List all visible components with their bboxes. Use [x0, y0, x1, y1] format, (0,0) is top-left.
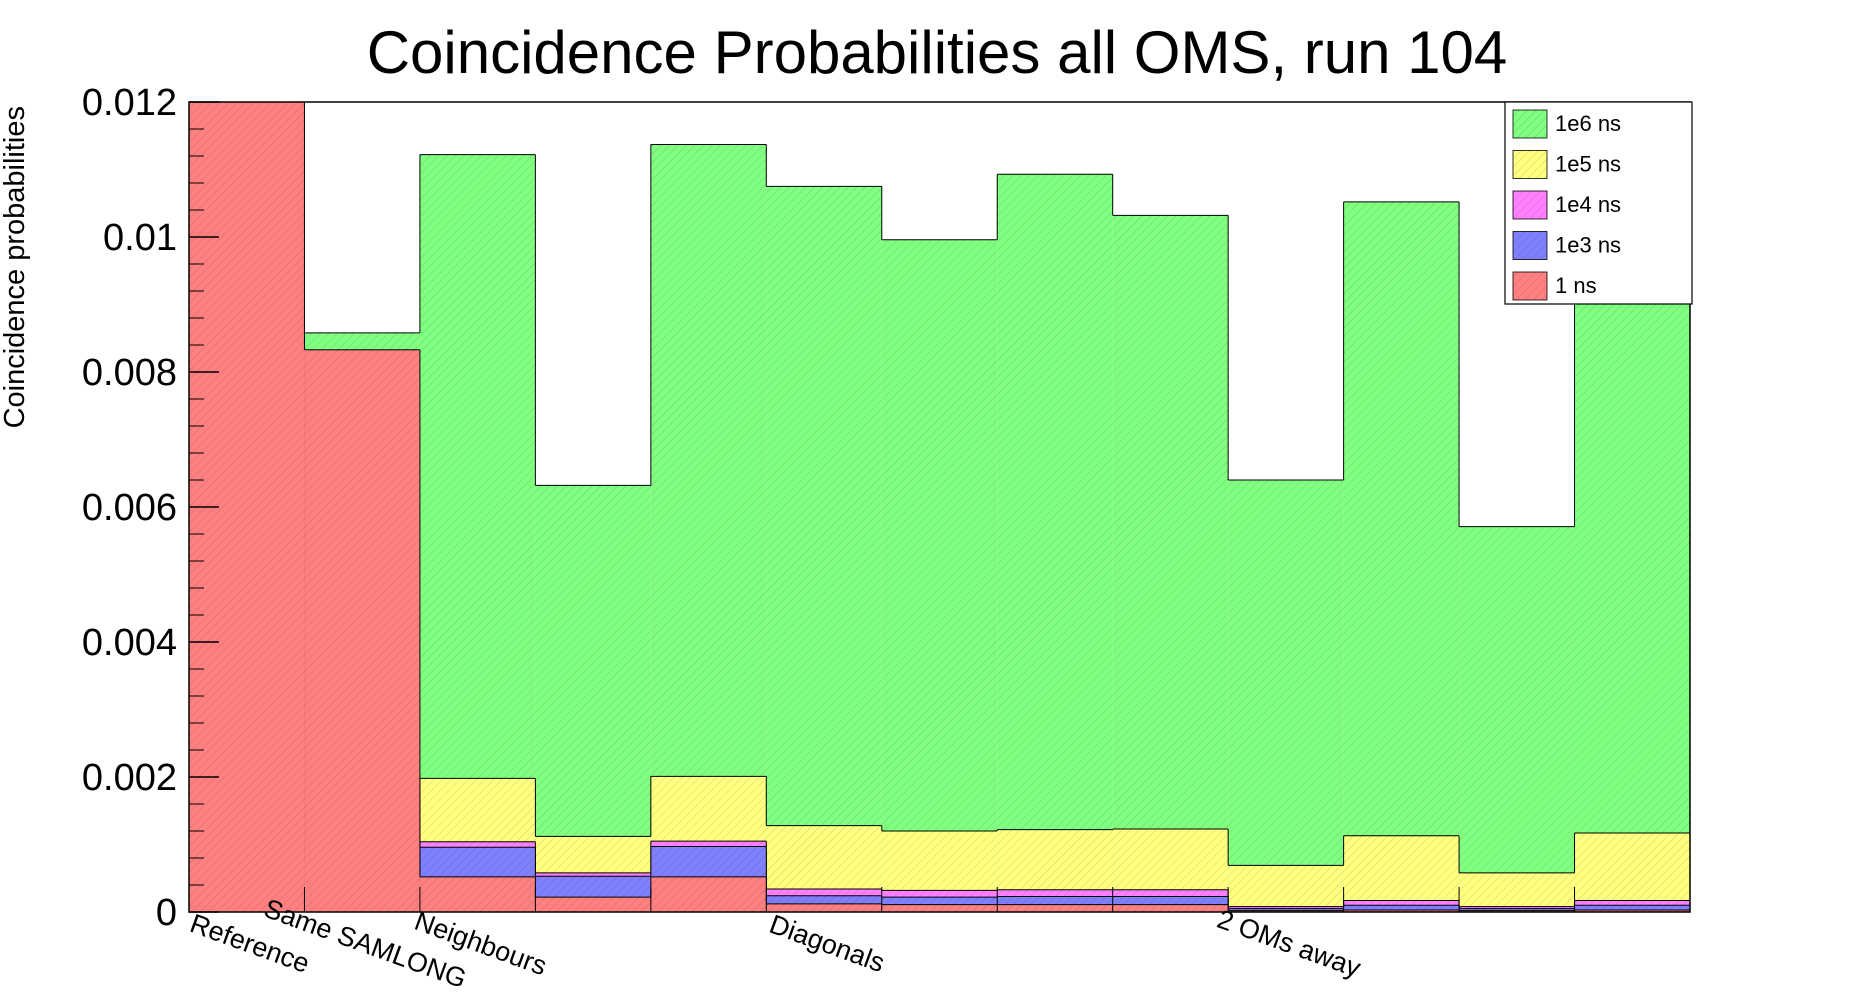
- y-tick-label: 0.002: [82, 757, 177, 799]
- bars-layer: [188, 101, 1691, 913]
- legend-swatch-hatch: [1513, 231, 1547, 260]
- legend-swatch-hatch: [1513, 150, 1547, 179]
- category-label: Diagonals: [766, 909, 889, 978]
- bar-hatch-1-ns-bin-7: [881, 904, 998, 912]
- bar-hatch-1e6-ns-bin-8: [997, 174, 1113, 913]
- bar-hatch-1e5-ns-bin-11: [1343, 835, 1460, 912]
- legend-label: 1e4 ns: [1555, 192, 1621, 217]
- y-tick-label: 0.012: [82, 82, 177, 124]
- legend-swatch-hatch: [1513, 110, 1547, 138]
- bar-hatch-1-ns-bin-5: [650, 876, 767, 912]
- bar-hatch-1-ns-bin-8: [997, 904, 1113, 912]
- bar-hatch-1e6-ns-bin-11: [1343, 201, 1460, 912]
- bar-hatch-1e5-ns-bin-12: [1459, 872, 1575, 912]
- bar-hatch-1-ns-bin-2: [304, 349, 420, 913]
- y-tick-label: 0.006: [82, 487, 177, 529]
- category-label: 2 OMs away: [1213, 904, 1365, 984]
- legend: 1e6 ns 1e5 ns 1e4 ns 1e3 ns 1 ns: [1504, 101, 1693, 305]
- y-tick-label: 0.008: [82, 352, 177, 394]
- bar-hatch-1e5-ns-bin-13: [1574, 833, 1690, 912]
- bar-hatch-1-ns-bin-13: [1574, 909, 1690, 912]
- bar-hatch-1e6-ns-bin-12: [1459, 526, 1575, 912]
- chart-title: Coincidence Probabilities all OMS, run 1…: [367, 19, 1508, 86]
- legend-label: 1e5 ns: [1555, 152, 1621, 177]
- bar-hatch-1-ns-bin-9: [1112, 904, 1229, 912]
- axes-layer: 0 0.002 0.004 0.006 0.008 0.01 0.012: [82, 82, 1691, 934]
- legend-swatch-hatch: [1513, 191, 1547, 219]
- legend-label: 1e6 ns: [1555, 111, 1621, 136]
- bar-hatch-1-ns-bin-11: [1343, 909, 1460, 912]
- bar-hatch-1e6-ns-bin-9: [1112, 215, 1229, 912]
- bar-hatch-1e3-ns-bin-13: [1574, 905, 1690, 912]
- bar-hatch-1-ns-bin-6: [766, 903, 882, 912]
- bar-hatch-1e5-ns-bin-10: [1228, 865, 1344, 912]
- bar-hatch-1-ns-bin-4: [535, 897, 651, 912]
- bar-hatch-1e6-ns-bin-13: [1574, 301, 1690, 912]
- legend-label: 1e3 ns: [1555, 233, 1621, 258]
- bar-hatch-1e3-ns-bin-11: [1343, 905, 1460, 912]
- bar-hatch-1e6-ns-bin-7: [881, 239, 998, 912]
- bar-hatch-1-ns-bin-3: [419, 876, 536, 912]
- bar-hatch-1e6-ns-bin-6: [766, 186, 882, 912]
- y-tick-label: 0.01: [103, 217, 177, 259]
- legend-label: 1 ns: [1555, 273, 1597, 298]
- y-axis-title: Coincidence probabilities: [0, 106, 31, 428]
- y-tick-label: 0.004: [82, 622, 177, 664]
- bar-hatch-1e6-ns-bin-10: [1228, 480, 1344, 912]
- y-tick-label: 0: [156, 892, 177, 934]
- legend-swatch-hatch: [1513, 272, 1547, 300]
